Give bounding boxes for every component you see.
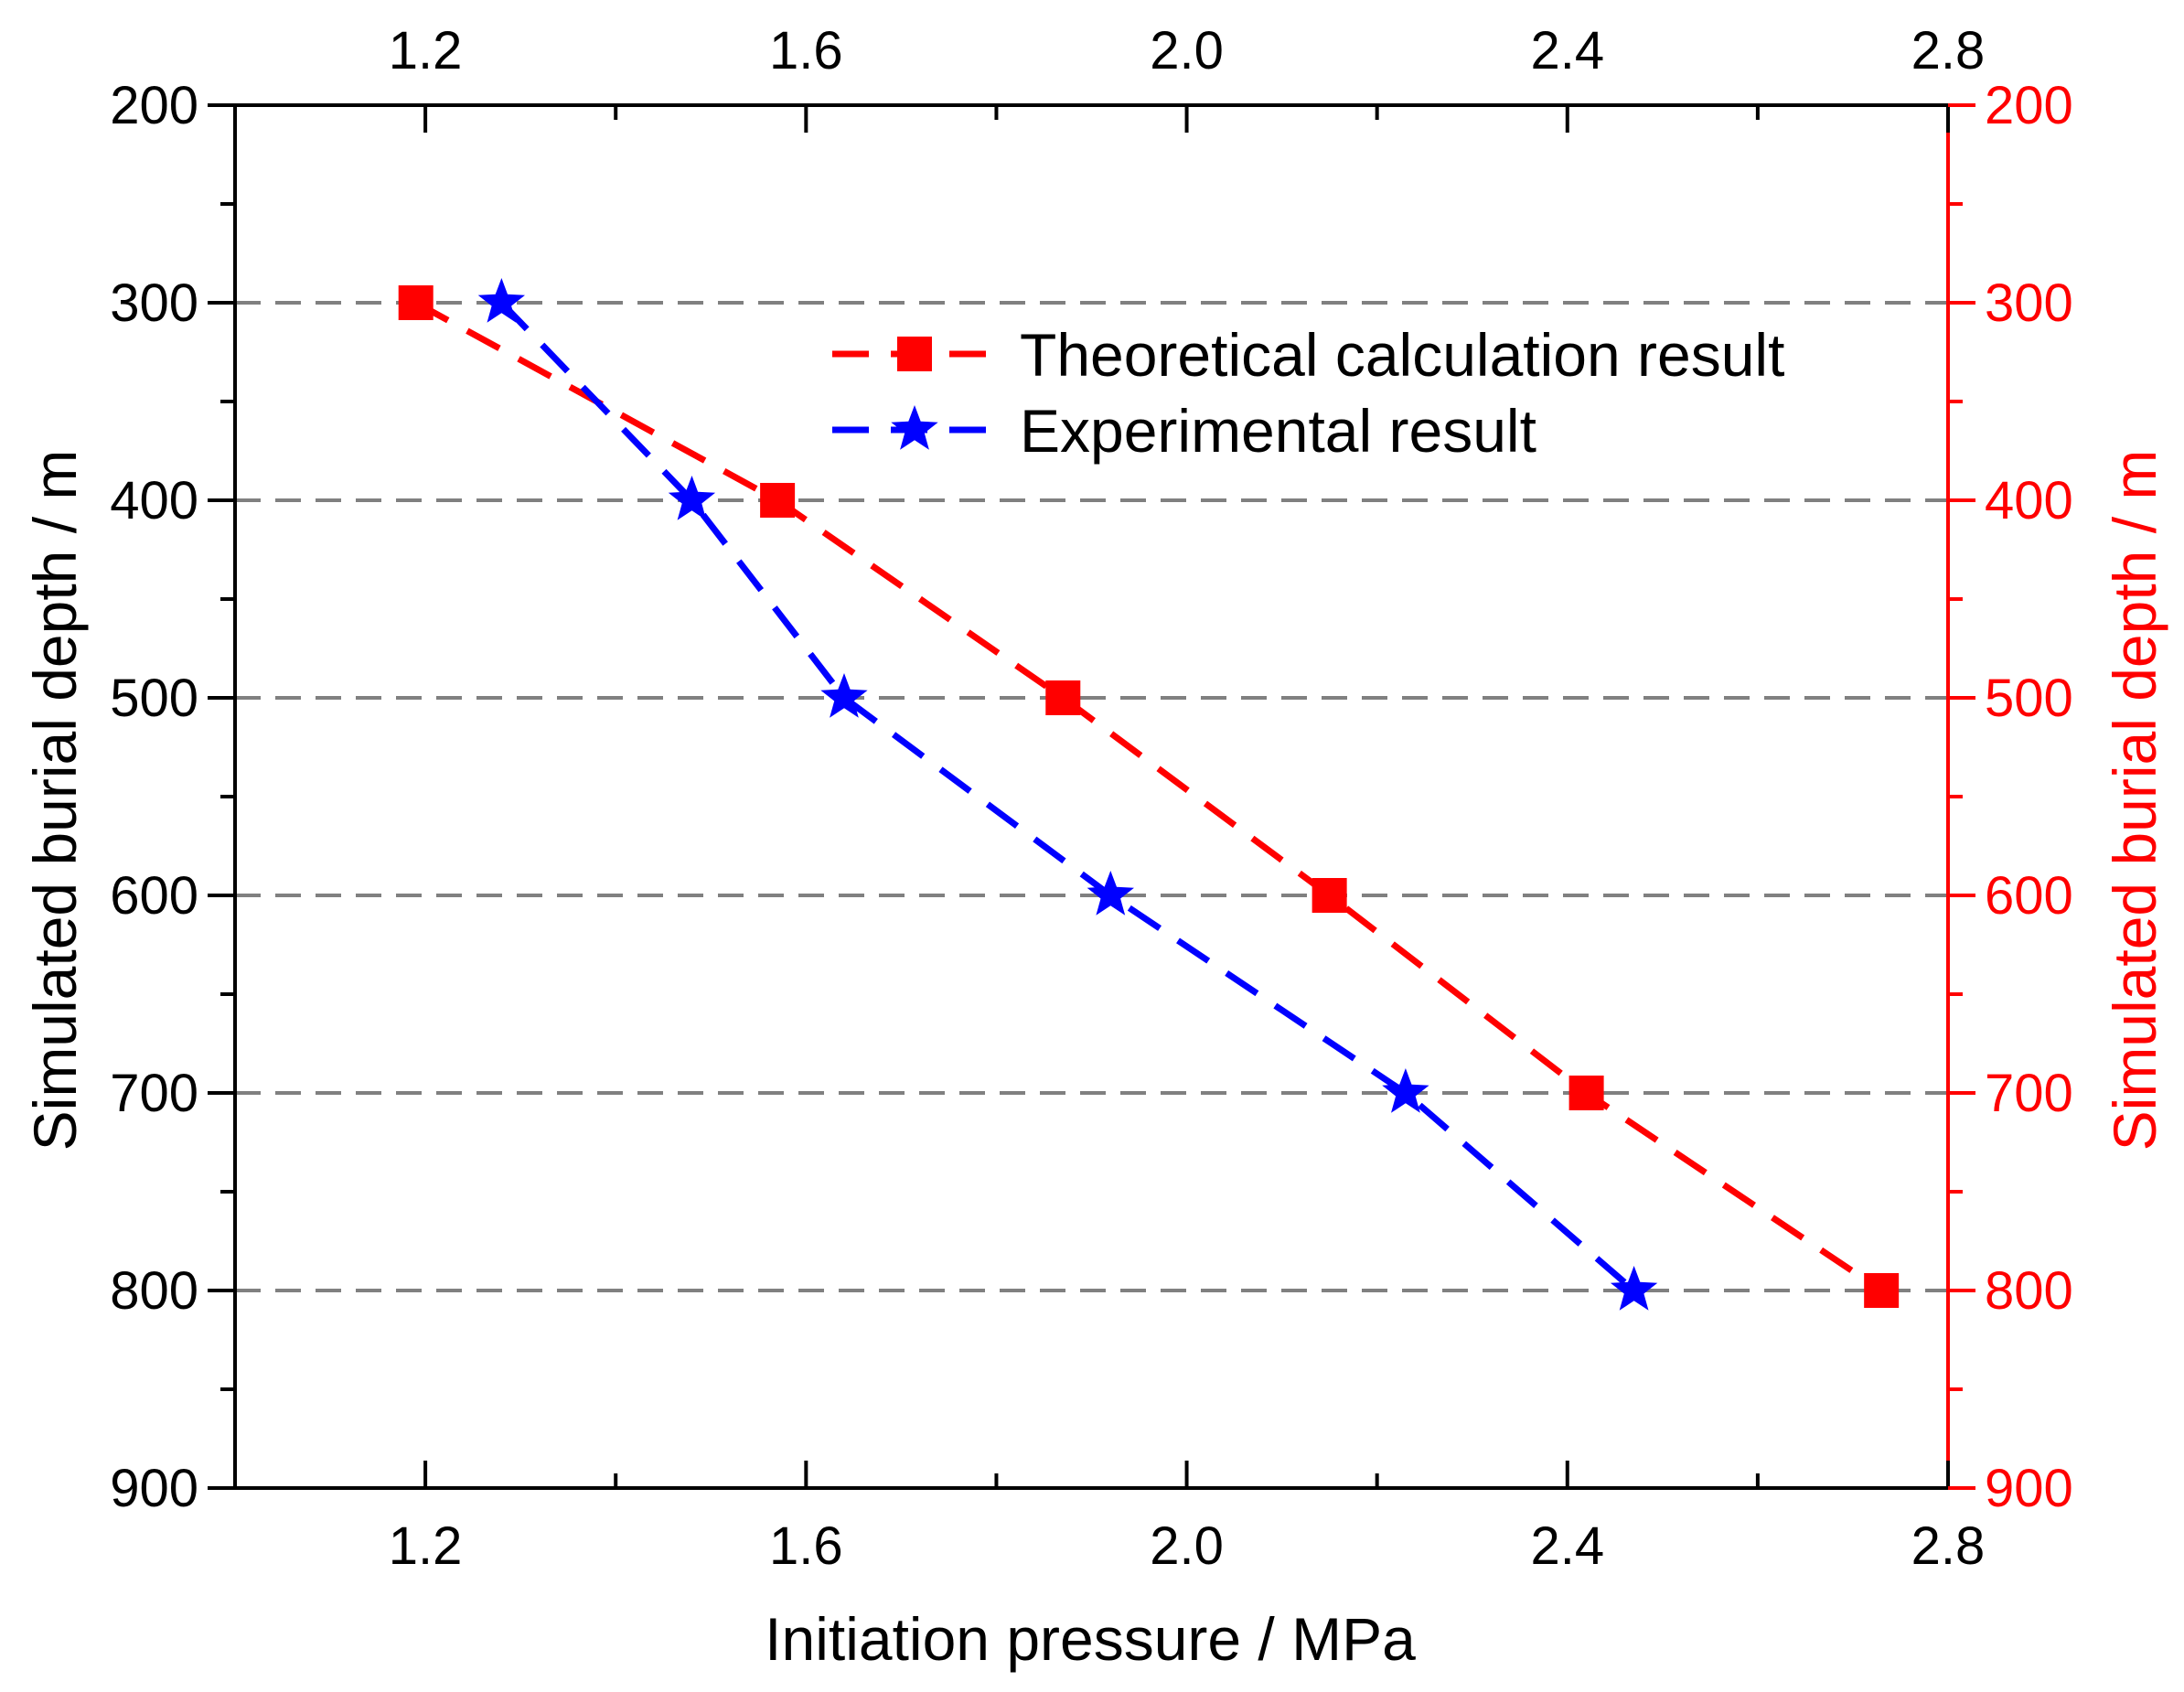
data-point-0-4: [1568, 1076, 1604, 1110]
data-point-1-5: [1610, 1266, 1658, 1311]
data-point-0-0: [398, 285, 434, 320]
y-tick-label-right-2: 400: [1985, 471, 2073, 530]
y-tick-label-left-1: 300: [110, 273, 198, 333]
y-tick-label-left-2: 400: [110, 471, 198, 530]
series-line-1: [498, 300, 1636, 1293]
x-tick-label-bottom-1: 1.6: [769, 1516, 843, 1576]
x-tick-label-bottom-4: 2.8: [1911, 1516, 1986, 1576]
series-layer: [398, 278, 1900, 1311]
x-tick-label-bottom-3: 2.4: [1530, 1516, 1604, 1576]
data-point-1-4: [1382, 1068, 1429, 1113]
y-tick-label-right-7: 900: [1985, 1459, 2073, 1518]
data-point-1-2: [820, 673, 868, 718]
y-tick-label-left-3: 500: [110, 669, 198, 728]
x-tick-label-bottom-2: 2.0: [1150, 1516, 1224, 1576]
x-tick-label-top-1: 1.6: [769, 21, 843, 80]
legend-marker-0: [897, 337, 932, 371]
x-tick-label-top-3: 2.4: [1530, 21, 1604, 80]
y-tick-label-right-0: 200: [1985, 76, 2073, 135]
y-tick-label-right-1: 300: [1985, 273, 2073, 333]
series-line-0: [414, 299, 1884, 1293]
series-0: [398, 285, 1900, 1308]
legend-label-0: Theoretical calculation result: [1020, 321, 1784, 389]
x-tick-label-top-0: 1.2: [389, 21, 463, 80]
y-tick-label-right-3: 500: [1985, 669, 2073, 728]
data-point-1-0: [477, 278, 525, 323]
y-tick-label-left-4: 600: [110, 866, 198, 926]
y-tick-label-right-4: 600: [1985, 866, 2073, 926]
x-tick-label-top-4: 2.8: [1911, 21, 1986, 80]
legend-label-1: Experimental result: [1020, 397, 1536, 465]
labels-layer: Initiation pressure / MPa Simulated buri…: [21, 450, 2168, 1673]
data-point-0-5: [1864, 1273, 1900, 1308]
series-1: [477, 278, 1658, 1311]
x-axis-title: Initiation pressure / MPa: [765, 1605, 1416, 1673]
data-point-0-2: [1045, 680, 1081, 715]
y-axis-title-left: Simulated burial depth / m: [21, 450, 89, 1151]
data-point-1-3: [1087, 871, 1134, 916]
y-tick-label-left-7: 900: [110, 1459, 198, 1518]
grid-layer: [235, 301, 1948, 1292]
x-tick-label-bottom-0: 1.2: [389, 1516, 463, 1576]
legend: Theoretical calculation result Experiment…: [832, 321, 1784, 465]
y-axis-title-right: Simulated burial depth / m: [2101, 450, 2168, 1151]
data-point-1-1: [668, 476, 716, 520]
y-tick-label-left-5: 700: [110, 1064, 198, 1123]
data-point-0-1: [760, 483, 796, 518]
data-point-0-3: [1311, 878, 1347, 913]
x-tick-label-top-2: 2.0: [1150, 21, 1224, 80]
y-tick-label-left-6: 800: [110, 1261, 198, 1321]
y-tick-label-right-5: 700: [1985, 1064, 2073, 1123]
y-tick-label-left-0: 200: [110, 76, 198, 135]
legend-marker-1: [891, 405, 938, 450]
y-tick-label-right-6: 800: [1985, 1261, 2073, 1321]
